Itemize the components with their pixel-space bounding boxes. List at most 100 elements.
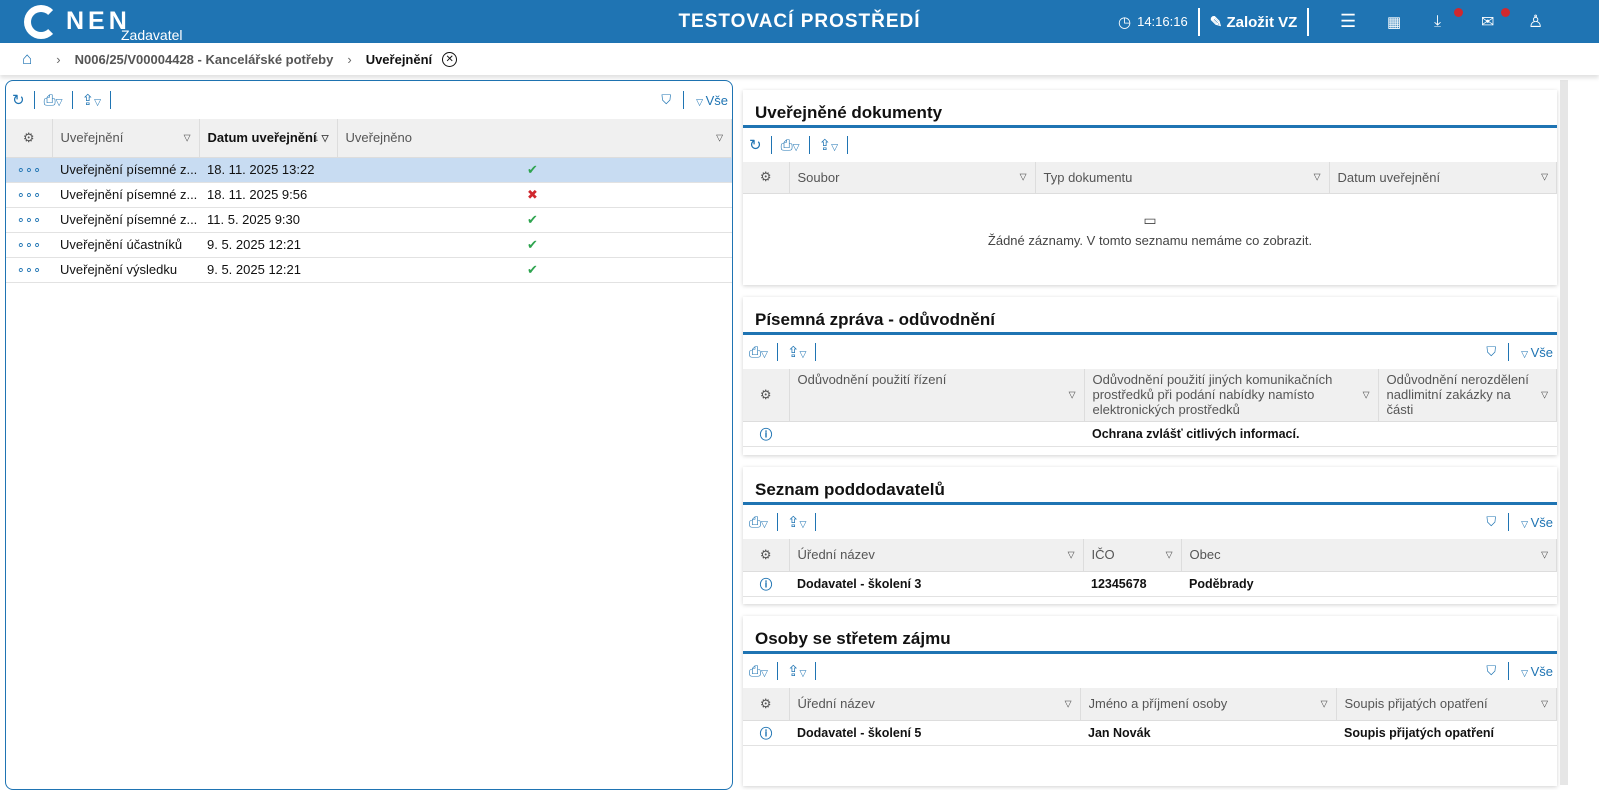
column-header[interactable]: Datum uveřejnění ▽: [1329, 162, 1557, 194]
filter-icon[interactable]: ⛉: [1486, 344, 1497, 359]
mail-badge: [1501, 8, 1510, 17]
info-icon[interactable]: ⓘ: [743, 720, 789, 746]
publication-date: 9. 5. 2025 12:21: [199, 232, 337, 258]
row-actions-icon[interactable]: ∘∘∘: [6, 232, 52, 258]
column-header[interactable]: Soubor ▽: [789, 162, 1036, 194]
table-row[interactable]: ∘∘∘ Uveřejnění účastníků 9. 5. 2025 12:2…: [6, 232, 732, 258]
column-header[interactable]: Typ dokumentu ▽: [1035, 162, 1330, 194]
column-header[interactable]: Úřední název ▽: [789, 688, 1081, 721]
cell: [1378, 421, 1557, 447]
publication-date: 18. 11. 2025 13:22: [199, 157, 337, 183]
nen-logo-icon[interactable]: [24, 5, 58, 39]
column-settings-icon[interactable]: ⚙: [743, 539, 790, 572]
column-header[interactable]: Odůvodnění nerozdělení nadlimitní zakázk…: [1378, 369, 1557, 422]
filter-all-select[interactable]: ▽ Vše: [1521, 344, 1553, 360]
table-row[interactable]: ⓘ Dodavatel - školení 5 Jan Novák Soupis př…: [743, 720, 1557, 746]
chevron-right-icon: ›: [347, 51, 352, 67]
column-header-published[interactable]: Uveřejněno ▽: [337, 119, 732, 158]
column-header[interactable]: Odůvodnění použití řízení ▽: [789, 369, 1085, 422]
table-row[interactable]: ∘∘∘ Uveřejnění písemné z... 18. 11. 2025…: [6, 157, 732, 183]
row-actions-icon[interactable]: ∘∘∘: [6, 157, 52, 183]
session-time: 14:16:16: [1137, 14, 1188, 29]
section-conflict-persons: Osoby se střetem zájmu ⎙▽ ⇪▽ ⛉ ▽ Vše ⚙ Úřed…: [743, 616, 1557, 786]
refresh-icon[interactable]: ↻: [749, 137, 762, 154]
publication-date: 11. 5. 2025 9:30: [199, 207, 337, 233]
empty-icon: ▭: [1143, 211, 1157, 228]
print-icon[interactable]: ⎙▽: [749, 513, 768, 531]
breadcrumb-contract[interactable]: N006/25/V00004428 - Kancelářské potřeby: [74, 51, 334, 67]
home-icon[interactable]: ⌂: [22, 49, 33, 68]
row-actions-icon[interactable]: ∘∘∘: [6, 207, 52, 233]
cell: Jan Novák: [1080, 720, 1336, 746]
menu-icon[interactable]: ☰: [1340, 11, 1357, 31]
mail-icon[interactable]: ✉: [1481, 13, 1495, 31]
column-header[interactable]: Obec ▽: [1181, 539, 1557, 572]
column-header[interactable]: Odůvodnění použití jiných komunikačních …: [1084, 369, 1379, 422]
column-settings-icon[interactable]: ⚙: [743, 688, 790, 721]
column-header[interactable]: Úřední název ▽: [789, 539, 1084, 572]
clock-icon: ◷: [1118, 13, 1132, 31]
table-row[interactable]: ⓘ Ochrana zvlášť citlivých informací.: [743, 421, 1557, 447]
column-header-date[interactable]: Datum uveřejnění ↓ ▽: [199, 119, 338, 158]
column-header[interactable]: Soupis přijatých opatření ▽: [1336, 688, 1557, 721]
filter-all-select[interactable]: ▽ Vše: [1521, 663, 1553, 679]
section-title: Osoby se střetem zájmu: [743, 616, 1557, 654]
column-settings-icon[interactable]: ⚙: [6, 119, 53, 158]
user-icon[interactable]: ♙: [1528, 11, 1544, 31]
print-icon[interactable]: ⎙▽: [749, 662, 768, 680]
download-badge: [1454, 8, 1463, 17]
export-icon[interactable]: ⇪▽: [786, 344, 807, 361]
print-icon[interactable]: ⎙▽: [780, 136, 800, 154]
close-tab-icon[interactable]: ✕: [442, 51, 458, 67]
export-icon[interactable]: ⇪▽: [786, 663, 807, 680]
check-icon: ✔: [337, 232, 732, 258]
info-icon[interactable]: ⓘ: [743, 571, 789, 597]
download-icon[interactable]: ⤓: [1434, 12, 1442, 30]
table-row[interactable]: ∘∘∘ Uveřejnění písemné z... 11. 5. 2025 …: [6, 207, 732, 233]
column-header[interactable]: Jméno a příjmení osoby ▽: [1080, 688, 1337, 721]
table-row[interactable]: ∘∘∘ Uveřejnění výsledku 9. 5. 2025 12:21…: [6, 257, 732, 283]
table-row[interactable]: ∘∘∘ Uveřejnění písemné z... 18. 11. 2025…: [6, 182, 732, 208]
section-title: Seznam poddodavatelů: [743, 467, 1557, 505]
filter-icon[interactable]: ⛉: [1486, 663, 1497, 678]
breadcrumb: ⌂ › N006/25/V00004428 - Kancelářské potř…: [0, 43, 1599, 75]
edit-icon: ✎: [1209, 13, 1227, 31]
column-header-name[interactable]: Uveřejnění ▽: [52, 119, 200, 158]
cell: Dodavatel - školení 5: [789, 720, 1080, 746]
export-icon[interactable]: ⇪▽: [81, 92, 102, 109]
check-icon: ✔: [337, 157, 732, 183]
print-icon[interactable]: ⎙▽: [43, 91, 63, 109]
calendar-icon[interactable]: ▦: [1387, 13, 1402, 31]
column-settings-icon[interactable]: ⚙: [743, 369, 790, 422]
filter-all-select[interactable]: ▽ Vše: [1521, 514, 1553, 530]
column-header[interactable]: IČO ▽: [1083, 539, 1182, 572]
row-actions-icon[interactable]: ∘∘∘: [6, 182, 52, 208]
publication-name: Uveřejnění písemné z...: [52, 207, 199, 233]
row-actions-icon[interactable]: ∘∘∘: [6, 257, 52, 283]
role-label: Zadavatel: [121, 27, 183, 43]
column-settings-icon[interactable]: ⚙: [743, 162, 790, 194]
publications-panel: ↻ ⎙▽ ⇪▽ ⛉ ▽ Vše ⚙ Uveřejnění ▽ Datum uveř…: [5, 80, 733, 790]
scrollbar[interactable]: [1560, 80, 1568, 785]
filter-all-select[interactable]: ▽ Vše: [696, 92, 728, 108]
export-icon[interactable]: ⇪▽: [786, 514, 807, 531]
environment-title: TESTOVACÍ PROSTŘEDÍ: [678, 11, 921, 32]
filter-icon[interactable]: ⛉: [661, 92, 672, 107]
cell: 12345678: [1083, 571, 1181, 597]
info-icon[interactable]: ⓘ: [743, 421, 789, 447]
filter-icon[interactable]: ⛉: [1486, 514, 1497, 529]
section-published-documents: Uveřejněné dokumenty ↻ ⎙▽ ⇪▽ ⚙ Soubor ▽ Typ…: [743, 90, 1557, 285]
logo-text: NEN: [66, 7, 131, 35]
create-vz-button[interactable]: ✎ Založit VZ: [1209, 13, 1298, 31]
cell: Poděbrady: [1181, 571, 1557, 597]
export-icon[interactable]: ⇪▽: [818, 137, 839, 154]
publication-name: Uveřejnění písemné z...: [52, 157, 199, 183]
chevron-right-icon: ›: [56, 51, 61, 67]
breadcrumb-current: Uveřejnění: [365, 51, 433, 67]
cell: Dodavatel - školení 3: [789, 571, 1083, 597]
refresh-icon[interactable]: ↻: [12, 92, 25, 109]
print-icon[interactable]: ⎙▽: [749, 343, 768, 361]
section-title: Písemná zpráva - odůvodnění: [743, 297, 1557, 335]
publication-date: 18. 11. 2025 9:56: [199, 182, 337, 208]
table-row[interactable]: ⓘ Dodavatel - školení 3 12345678 Poděbrady: [743, 571, 1557, 597]
